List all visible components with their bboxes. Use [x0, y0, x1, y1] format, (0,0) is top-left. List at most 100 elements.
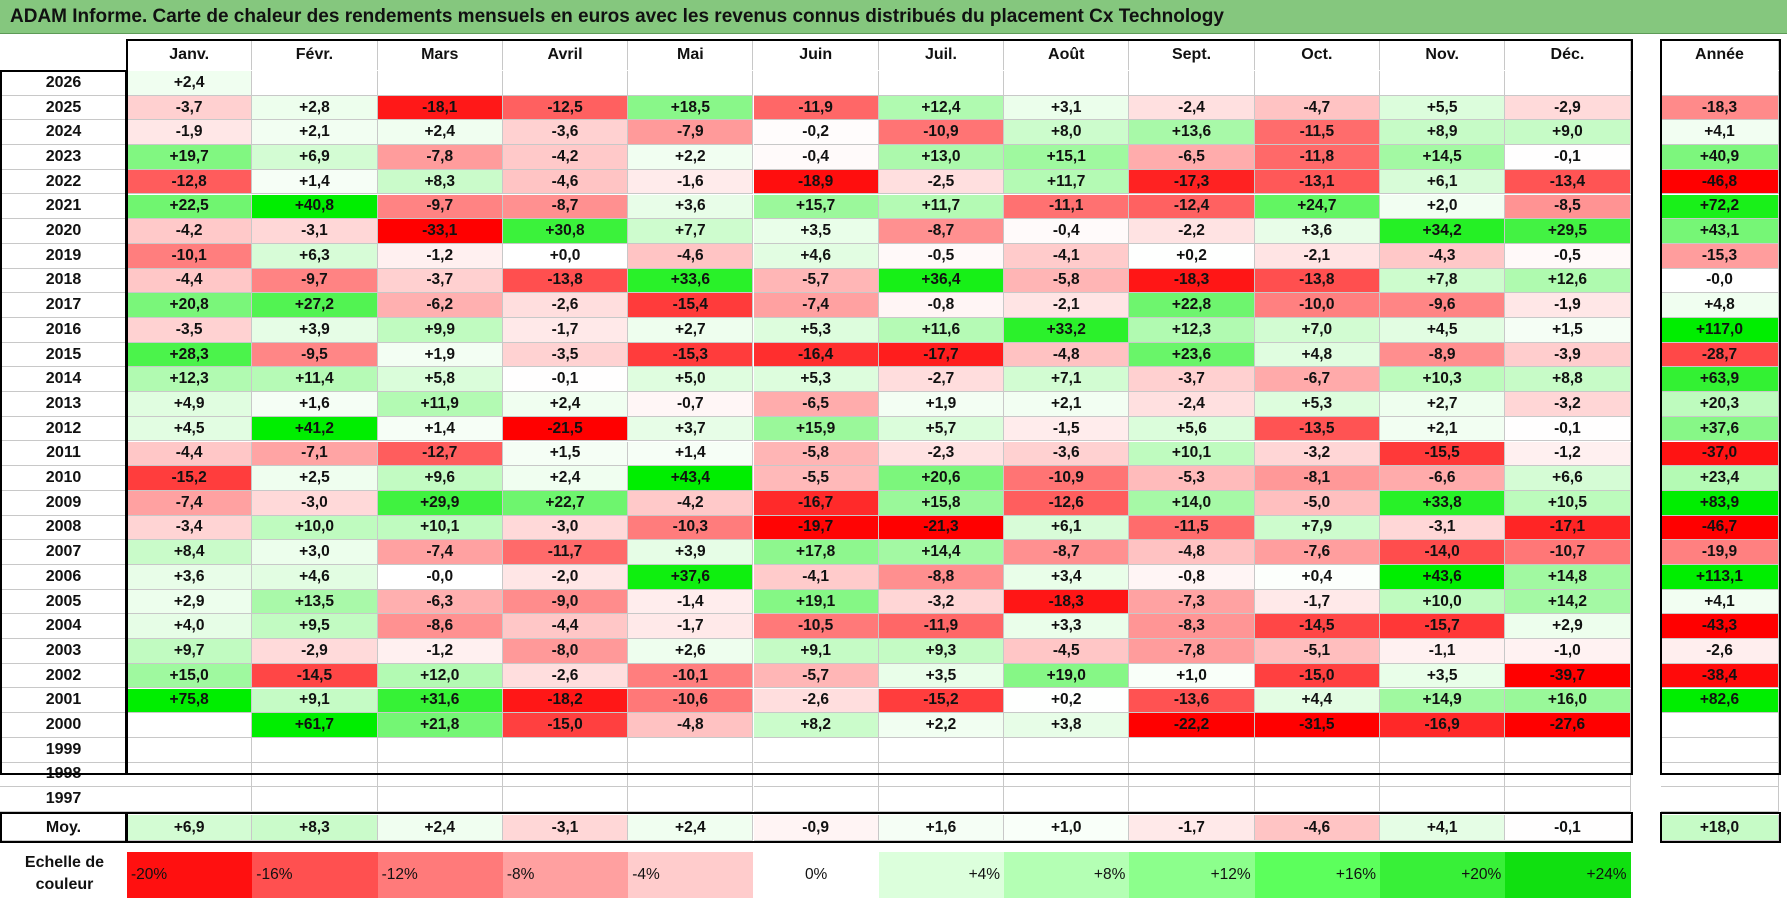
average-cell: -0,9 — [753, 815, 879, 841]
scale-swatch: -4% — [628, 852, 754, 898]
heat-cell: -4,1 — [753, 565, 879, 590]
heat-cell: -13,1 — [1254, 169, 1380, 195]
annual-cell: +117,0 — [1661, 318, 1779, 343]
heat-cell: -1,4 — [628, 589, 754, 615]
heat-cell: +21,8 — [377, 713, 503, 738]
heat-cell: -4,6 — [502, 169, 629, 195]
heat-cell: +2,1 — [1380, 416, 1506, 442]
heat-cell: -3,4 — [127, 515, 253, 541]
heat-cell: +15,1 — [1004, 145, 1130, 170]
heat-cell: -8,1 — [1254, 466, 1380, 491]
heat-cell: +2,0 — [1380, 194, 1506, 220]
heat-cell — [377, 71, 503, 96]
heat-cell: +8,2 — [753, 713, 879, 738]
heat-cell: -9,5 — [252, 342, 378, 368]
heat-cell: -2,6 — [502, 293, 629, 318]
heat-cell: -18,3 — [1004, 589, 1130, 615]
scale-label: Echelle de couleur — [24, 854, 105, 893]
heat-cell: -3,2 — [1254, 441, 1380, 467]
heat-cell — [1380, 762, 1506, 788]
heat-cell: -8,8 — [878, 565, 1005, 590]
heat-cell: +23,6 — [1129, 342, 1255, 368]
heat-cell: +6,1 — [1004, 515, 1130, 541]
month-header: Févr. — [252, 40, 378, 70]
heat-cell — [628, 787, 754, 812]
heat-cell: +11,7 — [1004, 169, 1130, 195]
heat-cell — [1505, 71, 1631, 96]
year-label: 2002 — [0, 664, 127, 689]
heat-cell: +13,6 — [1129, 120, 1255, 146]
heat-cell: -3,0 — [502, 515, 629, 541]
year-label: 2000 — [0, 713, 127, 738]
heat-cell — [252, 787, 378, 812]
heat-cell — [878, 787, 1005, 812]
annual-cell: +40,9 — [1661, 145, 1779, 170]
heat-cell: -9,7 — [377, 194, 503, 220]
heat-cell — [1004, 787, 1130, 812]
year-label: 2009 — [0, 491, 127, 516]
heat-cell: -10,0 — [1254, 293, 1380, 318]
heat-cell: +6,3 — [252, 243, 378, 269]
heat-cell: -17,3 — [1129, 169, 1255, 195]
heat-cell: +5,3 — [1254, 392, 1380, 417]
heat-cell: -12,5 — [502, 95, 629, 121]
annual-cell: -28,7 — [1661, 342, 1779, 368]
scale-swatch: 0% — [753, 852, 879, 898]
heat-cell — [502, 787, 629, 812]
heat-cell: +14,9 — [1380, 688, 1506, 714]
annual-cell: +83,9 — [1661, 490, 1779, 516]
average-cell: -0,1 — [1505, 815, 1631, 841]
heat-cell — [1254, 762, 1380, 788]
heat-cell: -2,2 — [1129, 219, 1255, 244]
heat-cell: -31,5 — [1254, 713, 1380, 738]
heat-cell — [878, 737, 1005, 763]
heat-cell — [127, 713, 253, 738]
heat-cell: -13,4 — [1505, 169, 1631, 195]
average-cell: +1,6 — [878, 815, 1005, 841]
heat-cell: -4,8 — [1129, 540, 1255, 565]
heat-cell: -1,7 — [1254, 589, 1380, 615]
heat-cell: -3,1 — [1380, 515, 1506, 541]
heat-cell: +2,4 — [127, 71, 253, 96]
heat-cell: +9,3 — [878, 639, 1005, 664]
heat-cell: -5,3 — [1129, 466, 1255, 491]
heat-cell: +15,9 — [753, 416, 879, 442]
heat-cell: -3,6 — [502, 120, 629, 146]
heat-cell: +13,0 — [878, 145, 1005, 170]
heat-cell: +5,0 — [628, 367, 754, 393]
heat-cell — [502, 762, 629, 788]
heat-cell: +10,1 — [377, 515, 503, 541]
heat-cell: -11,5 — [1254, 120, 1380, 146]
average-cell: +6,9 — [127, 815, 253, 841]
heat-cell: -1,6 — [628, 169, 754, 195]
heat-cell: +4,9 — [127, 392, 253, 417]
heat-cell: -3,5 — [502, 342, 629, 368]
heat-cell: +2,9 — [1505, 614, 1631, 640]
heat-cell: +2,7 — [628, 318, 754, 343]
heat-cell: +24,7 — [1254, 194, 1380, 220]
heat-cell: -10,9 — [1004, 466, 1130, 491]
annual-cell — [1661, 787, 1779, 812]
average-cell: -1,7 — [1129, 815, 1255, 841]
heat-cell: -1,1 — [1380, 639, 1506, 664]
heat-cell: +9,0 — [1505, 120, 1631, 146]
heat-cell — [628, 71, 754, 96]
heat-cell: -15,0 — [502, 713, 629, 738]
heat-cell: -10,6 — [628, 688, 754, 714]
heat-cell: +5,7 — [878, 416, 1005, 442]
heat-cell: -1,2 — [377, 243, 503, 269]
annual-cell: -37,0 — [1661, 441, 1779, 467]
heat-cell: +4,6 — [252, 565, 378, 590]
heat-cell — [753, 787, 879, 812]
heat-cell: -0,4 — [753, 145, 879, 170]
heat-cell: -15,2 — [878, 688, 1005, 714]
annual-cell: -46,7 — [1661, 515, 1779, 541]
heat-cell: +8,4 — [127, 540, 253, 565]
heat-cell: +4,8 — [1254, 342, 1380, 368]
annual-cell: +20,3 — [1661, 392, 1779, 417]
scale-swatch: +8% — [1004, 852, 1130, 898]
heat-cell: -2,6 — [502, 663, 629, 689]
heat-cell: -7,4 — [127, 490, 253, 516]
heat-cell: -2,9 — [1505, 95, 1631, 121]
heat-cell: +1,5 — [502, 441, 629, 467]
